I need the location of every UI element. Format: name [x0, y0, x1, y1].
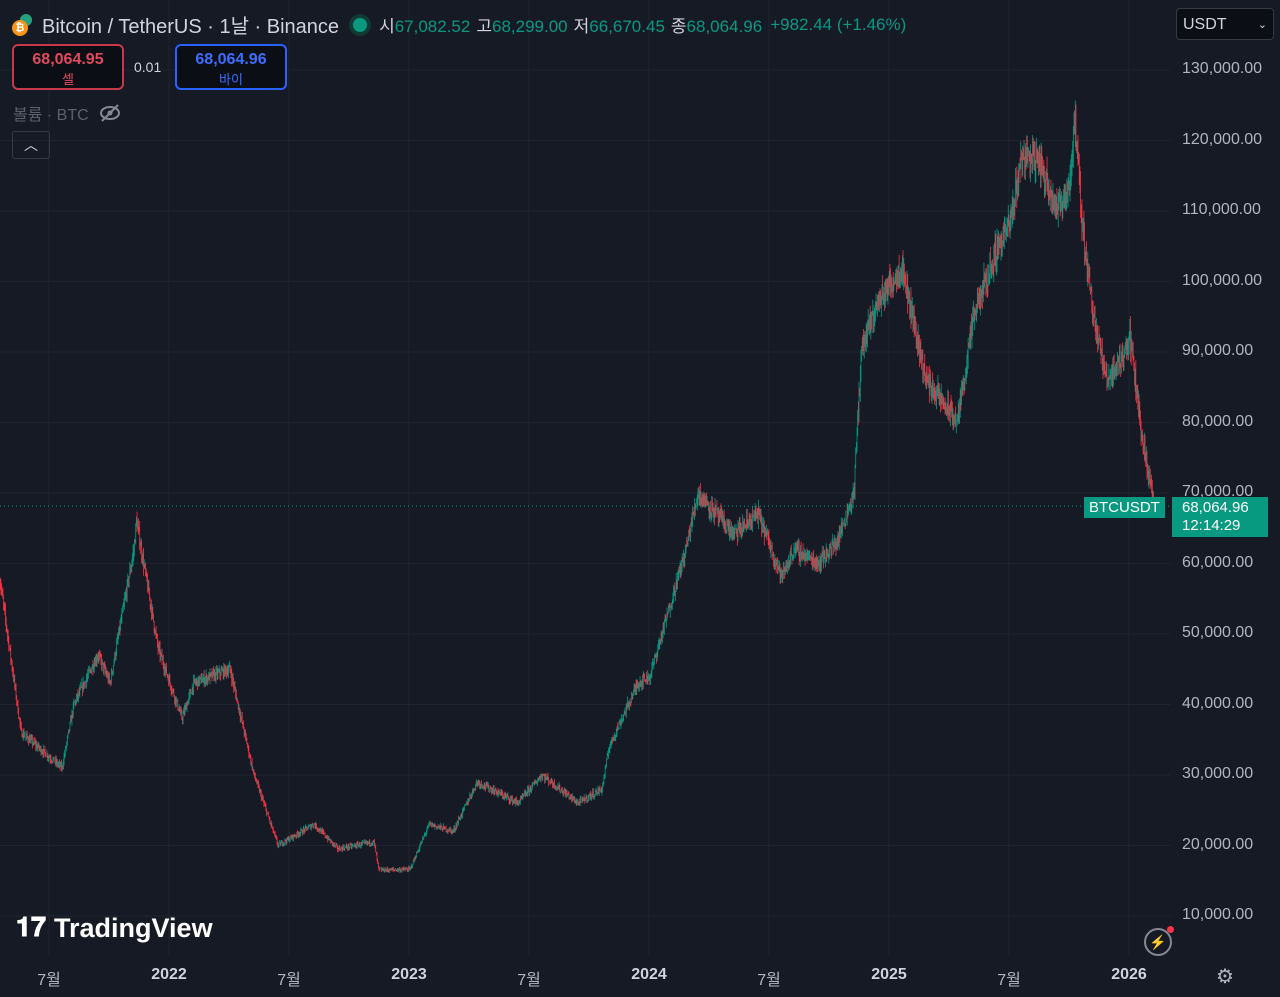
settings-gear-icon[interactable]: ⚙ [1216, 966, 1234, 988]
tv-logo-icon: 𝟏𝟕 [16, 912, 47, 942]
ohlc-value: 67,082.52 [394, 16, 471, 36]
ohlc-key: 종 [670, 16, 687, 36]
bar-countdown: 12:14:29 [1182, 517, 1241, 534]
ohlc-value: 68,299.00 [491, 16, 568, 36]
symbol-title[interactable]: Bitcoin / TetherUS · 1날 · Binance [42, 16, 340, 38]
time-tick: 2022 [151, 966, 187, 983]
price-tick: 70,000.00 [1182, 483, 1254, 500]
time-tick: 2023 [391, 966, 427, 983]
price-change: +982.44 (+1.46%) [770, 14, 907, 34]
volume-indicator[interactable]: 볼륨 · BTC [13, 101, 121, 125]
lightning-icon[interactable]: ⚡ [1144, 926, 1174, 956]
ohlc-item: 고68,299.00 [476, 17, 567, 36]
chevron-up-icon: ︿ [24, 137, 38, 153]
ohlc-key: 고 [476, 16, 492, 36]
chevron-down-icon: ⌄ [1257, 19, 1267, 31]
btc-usdt-icon: ₿ [12, 13, 34, 36]
price-tick: 10,000.00 [1182, 906, 1254, 923]
ohlc-key: 저 [573, 16, 590, 36]
currency-select[interactable]: USDT ⌄ [1176, 8, 1274, 40]
ohlc-value: 68,064.96 [686, 16, 763, 36]
buy-label: 바이 [219, 72, 243, 87]
logo-text: TradingView [54, 912, 213, 943]
time-tick: 7월 [277, 972, 301, 989]
tradingview-logo[interactable]: 𝟏𝟕 TradingView [16, 912, 213, 944]
price-tick: 60,000.00 [1182, 553, 1254, 571]
time-tick: 7월 [757, 972, 781, 989]
time-tick: 2024 [631, 966, 667, 983]
time-tick: 2026 [1111, 966, 1147, 983]
buy-price: 68,064.96 [195, 51, 267, 68]
ohlc-key: 시 [379, 16, 395, 36]
price-chart[interactable] [0, 0, 1170, 997]
time-tick: 7월 [997, 972, 1021, 989]
buy-button[interactable]: 68,064.96 바이 [175, 44, 287, 90]
spread: 0.01 [134, 59, 162, 75]
ohlc-item: 시67,082.52 [379, 17, 470, 36]
price-tick: 130,000.00 [1182, 60, 1263, 77]
last-price: 68,064.96 [1182, 499, 1249, 516]
price-tick: 50,000.00 [1182, 624, 1254, 641]
sell-label: 셀 [62, 72, 74, 87]
symbol-header: ₿ Bitcoin / TetherUS · 1날 · Binance 시67,… [12, 10, 906, 39]
price-tick: 30,000.00 [1182, 765, 1254, 782]
eye-off-icon[interactable] [99, 104, 121, 122]
price-tick: 80,000.00 [1182, 412, 1254, 430]
price-tick: 100,000.00 [1182, 271, 1263, 289]
time-tick: 7월 [37, 972, 61, 989]
sell-button[interactable]: 68,064.95 셀 [12, 44, 124, 90]
price-tick: 120,000.00 [1182, 130, 1263, 148]
price-tick: 20,000.00 [1182, 835, 1254, 853]
collapse-button[interactable]: ︿ [12, 131, 50, 159]
time-tick: 2025 [871, 966, 907, 983]
ohlc-item: 종68,064.96 [671, 17, 762, 36]
price-tick: 110,000.00 [1182, 201, 1261, 218]
ohlc-value: 66,670.45 [589, 16, 665, 36]
price-tick: 90,000.00 [1182, 342, 1254, 359]
symbol-label: BTCUSDT [1084, 497, 1165, 518]
ohlc-item: 저66,670.45 [574, 17, 665, 36]
volume-label: 볼륨 · BTC [13, 107, 89, 124]
last-price-label: 68,064.96 12:14:29 [1172, 497, 1268, 537]
time-tick: 7월 [517, 972, 541, 989]
currency-value: USDT [1183, 16, 1227, 33]
ohlc-values: 시67,082.52 고68,299.00 저66,670.45 종68,064.96 [379, 12, 768, 38]
sell-price: 68,064.95 [32, 51, 104, 68]
price-tick: 40,000.00 [1182, 694, 1254, 712]
market-status-icon[interactable] [353, 17, 368, 32]
